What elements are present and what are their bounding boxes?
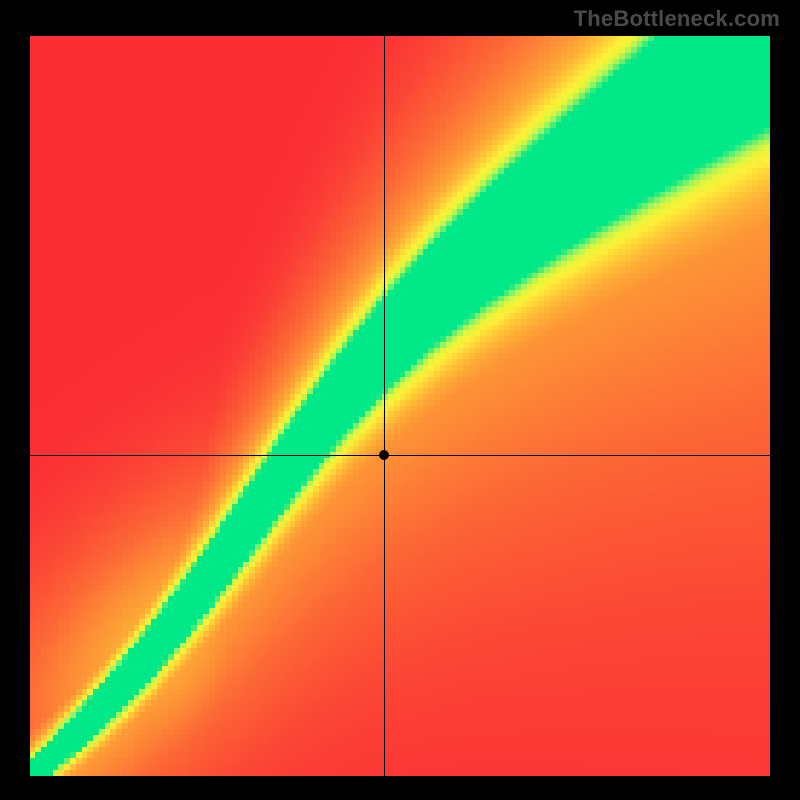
watermark-text: TheBottleneck.com <box>574 6 780 32</box>
heatmap-plot <box>30 36 770 776</box>
crosshair-marker <box>379 450 389 460</box>
chart-frame: TheBottleneck.com <box>0 0 800 800</box>
crosshair-horizontal <box>30 455 770 456</box>
crosshair-vertical <box>384 36 385 776</box>
heatmap-canvas <box>30 36 770 776</box>
